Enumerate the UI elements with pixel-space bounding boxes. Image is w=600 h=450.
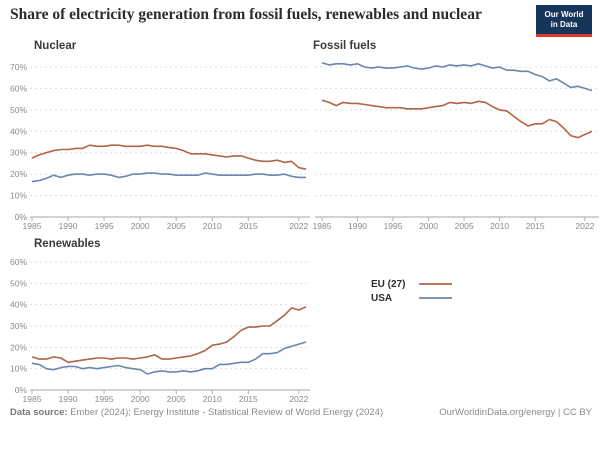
x-axis-label: 2015 (526, 221, 545, 231)
x-axis-label: 2010 (203, 394, 222, 404)
legend-item-usa[interactable]: USA (371, 291, 452, 305)
x-axis-label: 2022 (289, 394, 308, 404)
y-axis-label: 10% (10, 191, 27, 201)
legend-item-eu[interactable]: EU (27) (371, 277, 452, 291)
line-usa[interactable] (31, 341, 307, 375)
panel-title-fossil-fuels: Fossil fuels (313, 40, 377, 52)
x-axis-label: 2022 (289, 221, 308, 231)
x-axis-label: 1995 (95, 394, 114, 404)
line-usa[interactable] (321, 61, 593, 92)
y-axis-label: 0% (15, 212, 28, 222)
footer-datasource-text: Ember (2024); Energy Institute - Statist… (67, 407, 384, 418)
x-axis-label: 1985 (23, 394, 42, 404)
y-axis-label: 40% (10, 126, 27, 136)
x-axis-label: 1985 (313, 221, 332, 231)
footer-datasource: Data source: Ember (2024); Energy Instit… (10, 407, 383, 418)
owid-logo-line2: in Data (550, 19, 578, 29)
legend: EU (27) USA (371, 277, 452, 305)
y-axis-label: 30% (10, 148, 27, 158)
legend-label-usa: USA (371, 292, 393, 304)
y-axis-label: 60% (10, 83, 27, 93)
line-usa[interactable] (31, 172, 306, 183)
y-axis-label: 60% (10, 257, 27, 267)
page-title: Share of electricity generation from fos… (10, 6, 482, 23)
x-axis-label: 1995 (384, 221, 403, 231)
y-axis-label: 10% (10, 364, 27, 374)
x-axis-label: 2022 (575, 221, 594, 231)
footer: Data source: Ember (2024); Energy Instit… (10, 407, 592, 418)
y-axis-label: 50% (10, 278, 27, 288)
x-axis-label: 1990 (59, 221, 78, 231)
x-axis-label: 1995 (95, 221, 114, 231)
panel-title-renewables: Renewables (34, 238, 101, 250)
panel-title-nuclear: Nuclear (34, 40, 77, 52)
x-axis-label: 2005 (167, 221, 186, 231)
line-eu-27[interactable] (31, 144, 307, 170)
x-axis-label: 2010 (203, 221, 222, 231)
x-axis-label: 1985 (23, 221, 42, 231)
line-eu-27[interactable] (321, 99, 593, 139)
footer-datasource-label: Data source: (10, 407, 68, 418)
panel-fossil-fuels: Fossil fuels 1985 1990 1995 2000 2005 2010 201… (311, 40, 600, 240)
footer-attribution[interactable]: OurWorldinData.org/energy | CC BY (439, 407, 592, 418)
x-axis-label: 2015 (239, 394, 258, 404)
y-axis-label: 50% (10, 105, 27, 115)
x-axis-label: 2015 (239, 221, 258, 231)
y-axis-label: 20% (10, 342, 27, 352)
x-axis-label: 2000 (419, 221, 438, 231)
x-axis-label: 2005 (167, 394, 186, 404)
x-axis-label: 1990 (348, 221, 367, 231)
x-axis-label: 1990 (59, 394, 78, 404)
y-axis-label: 30% (10, 321, 27, 331)
y-axis-label: 0% (15, 385, 28, 395)
legend-line-swatch-eu (419, 283, 452, 285)
legend-label-eu: EU (27) (371, 278, 406, 290)
y-axis-label: 40% (10, 300, 27, 310)
panel-renewables: Renewables 0% 10% 20% 30% 40% 50% 60% 1985 1990 1… (8, 238, 310, 412)
fossil-fuels-chart-canvas[interactable]: 1985 1990 1995 2000 2005 2010 2015 2022 (311, 58, 600, 240)
legend-line-swatch-usa (419, 297, 452, 299)
x-axis-label: 2010 (490, 221, 509, 231)
x-axis-label: 2005 (455, 221, 474, 231)
renewables-chart-canvas[interactable]: 0% 10% 20% 30% 40% 50% 60% 1985 1990 1995 2000 2005… (8, 256, 310, 412)
y-axis-label: 20% (10, 169, 27, 179)
line-eu-27[interactable] (31, 306, 307, 364)
x-axis-label: 2000 (131, 394, 150, 404)
y-axis-label: 70% (10, 62, 27, 72)
owid-logo-line1: Our World (544, 9, 584, 19)
nuclear-chart-canvas[interactable]: 0% 10% 20% 30% 40% 50% 60% 70% 1985 1990 1995 2000 2… (8, 58, 310, 240)
panel-nuclear: Nuclear 0% 10% 20% 30% 40% 50% 60% 70% 1985 1990 1… (8, 40, 310, 240)
owid-logo[interactable]: Our World in Data (536, 5, 592, 37)
x-axis-label: 2000 (131, 221, 150, 231)
